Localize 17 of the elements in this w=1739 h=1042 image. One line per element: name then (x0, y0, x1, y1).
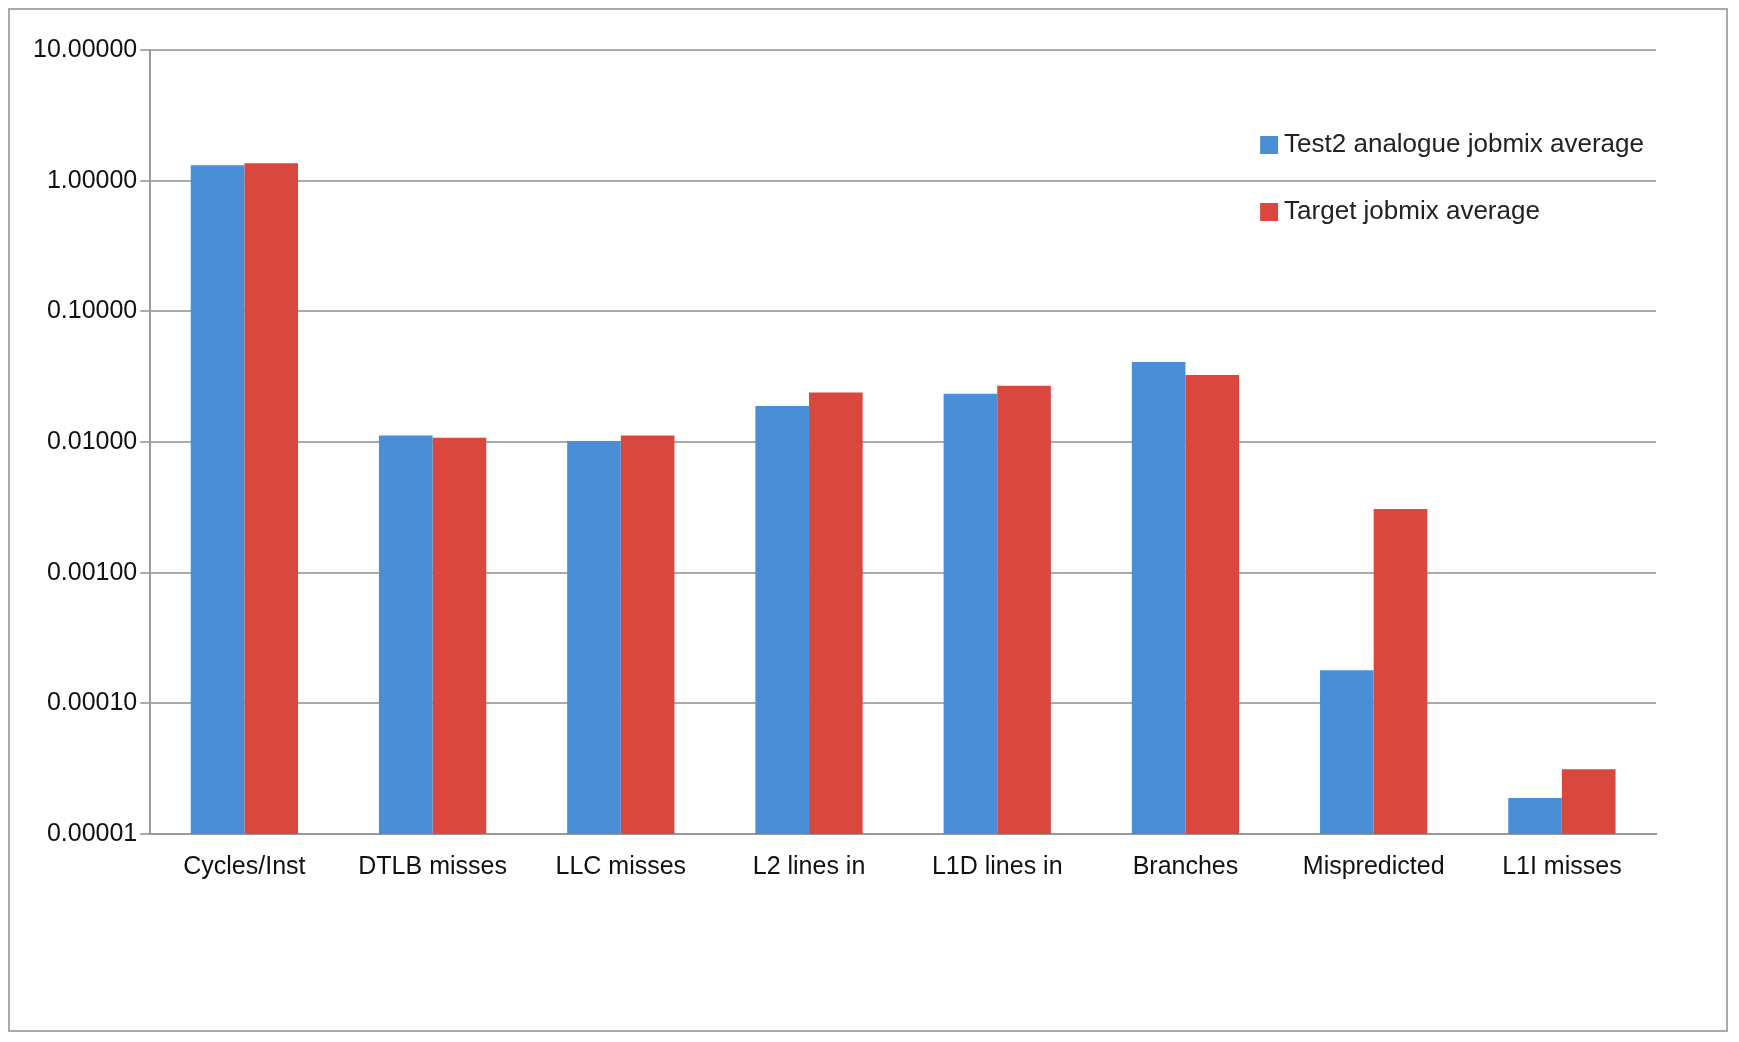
legend-label: Target jobmix average (1284, 195, 1540, 226)
y-tick-label: 0.00001 (46, 817, 138, 846)
x-tick-label: LLC misses (555, 850, 687, 879)
y-tick-label: 0.00100 (46, 556, 138, 585)
x-tick-label: Cycles/Inst (183, 850, 306, 879)
x-tick-label: DTLB misses (358, 850, 507, 879)
y-tick-label: 10.00000 (32, 33, 138, 62)
y-tick-label: 0.10000 (46, 295, 138, 324)
y-tick-label: 1.00000 (46, 164, 138, 193)
y-tick-label: 0.01000 (46, 425, 138, 454)
x-tick-label: L1I misses (1502, 850, 1622, 879)
x-tick-label: Mispredicted (1302, 850, 1445, 879)
legend-label: Test2 analogue jobmix average (1284, 128, 1645, 159)
x-tick-label: L2 lines in (752, 850, 866, 879)
x-tick-label: Branches (1132, 850, 1239, 879)
x-tick-label: L1D lines in (931, 850, 1063, 879)
y-tick-label: 0.00010 (46, 687, 138, 716)
